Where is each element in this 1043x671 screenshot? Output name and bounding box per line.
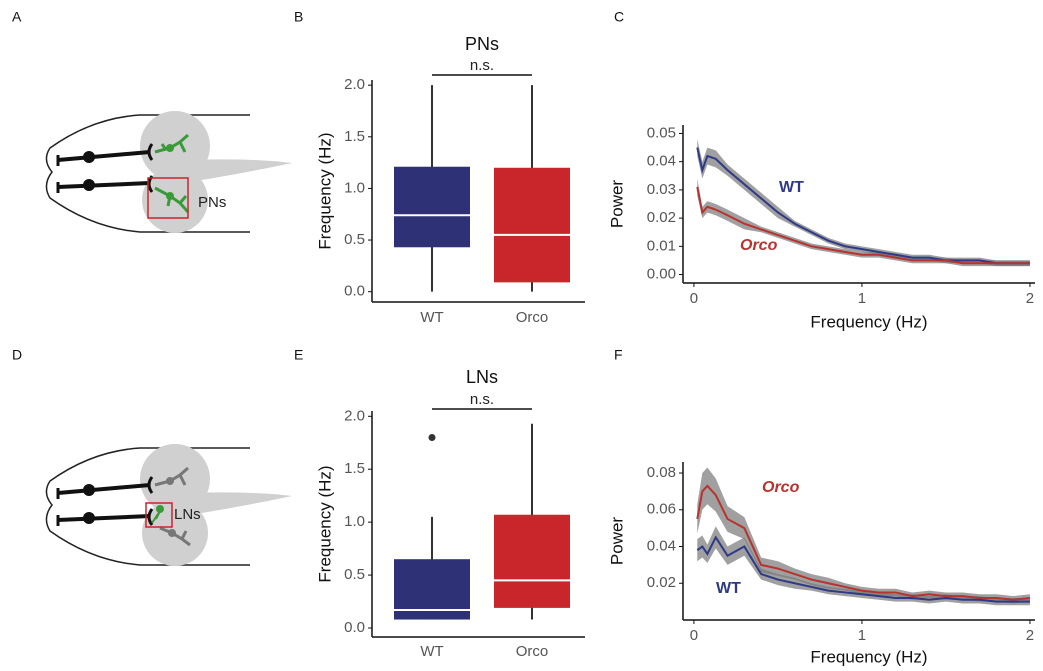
y-tick-label: 0.04 [647, 153, 676, 170]
series-line [696, 535, 1030, 603]
diagram-label: LNs [174, 506, 201, 523]
x-tick-label: 2 [1026, 290, 1034, 307]
y-tick-label: 0.08 [647, 464, 676, 481]
y-tick-label: 0.03 [647, 181, 676, 198]
x-tick-label: Orco [516, 309, 549, 326]
x-axis-label: Frequency (Hz) [810, 647, 927, 666]
x-tick-label: 1 [858, 627, 866, 644]
y-tick-label: 1.0 [344, 513, 365, 530]
y-tick-label: 1.5 [344, 460, 365, 477]
y-tick-label: 0.0 [344, 283, 365, 300]
chart-title: PNs [465, 34, 499, 54]
y-axis-label: Frequency (Hz) [315, 465, 334, 582]
y-tick-label: 0.02 [647, 574, 676, 591]
significance-label: n.s. [470, 391, 494, 408]
y-tick-label: 0.01 [647, 237, 676, 254]
box [494, 514, 570, 608]
y-tick-label: 1.0 [344, 179, 365, 196]
box [494, 167, 570, 283]
panel-letter: C [614, 9, 624, 25]
y-axis-label: Power [607, 517, 626, 566]
series-label: Orco [740, 237, 778, 254]
chart-title: LNs [466, 367, 498, 387]
panel-letter: A [12, 9, 22, 25]
x-tick-label: 0 [690, 627, 698, 644]
significance-label: n.s. [470, 57, 494, 74]
x-tick-label: Orco [516, 643, 549, 660]
panel-letter: F [614, 347, 623, 363]
series-line [696, 186, 1030, 265]
y-tick-label: 0.00 [647, 266, 676, 283]
panel-letter: E [294, 347, 303, 363]
y-axis-label: Power [607, 180, 626, 229]
y-tick-label: 0.05 [647, 124, 676, 141]
x-tick-label: 2 [1026, 627, 1034, 644]
series-label: WT [716, 580, 741, 597]
x-axis-label: Frequency (Hz) [810, 312, 927, 331]
panel-letter: B [294, 9, 303, 25]
series-line [696, 484, 1031, 601]
series-label: Orco [762, 479, 800, 496]
x-tick-label: 0 [690, 290, 698, 307]
y-tick-label: 0.02 [647, 209, 676, 226]
x-tick-label: WT [420, 309, 443, 326]
x-tick-label: 1 [858, 290, 866, 307]
y-tick-label: 0.5 [344, 566, 365, 583]
x-tick-label: WT [420, 643, 443, 660]
y-tick-label: 2.0 [344, 76, 365, 93]
y-tick-label: 1.5 [344, 128, 365, 145]
y-tick-label: 2.0 [344, 407, 365, 424]
diagram-lns: LNs [44, 442, 294, 568]
y-tick-label: 0.5 [344, 231, 365, 248]
y-tick-label: 0.06 [647, 501, 676, 518]
box [394, 166, 470, 248]
diagram-pns: PNs [44, 109, 294, 235]
series-line [696, 147, 1030, 265]
y-axis-label: Frequency (Hz) [315, 132, 334, 249]
outlier [428, 433, 436, 441]
y-tick-label: 0.04 [647, 537, 676, 554]
series-label: WT [779, 179, 804, 196]
y-tick-label: 0.0 [344, 619, 365, 636]
diagram-label: PNs [198, 194, 226, 211]
error-band [697, 139, 1030, 267]
error-band [697, 526, 1030, 606]
panel-letter: D [12, 347, 22, 363]
